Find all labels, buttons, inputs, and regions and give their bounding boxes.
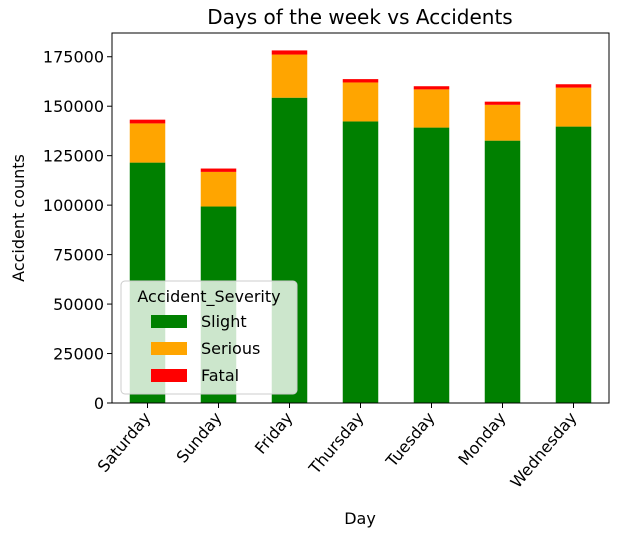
y-tick-label: 150000 <box>43 97 104 116</box>
legend-swatch-slight <box>151 315 187 328</box>
y-axis-label: Accident counts <box>9 154 28 282</box>
bar-fatal-saturday <box>129 119 166 124</box>
x-tick-label: Monday <box>454 408 509 469</box>
bar-serious-thursday <box>342 82 379 122</box>
legend-box <box>120 280 298 395</box>
chart-title: Days of the week vs Accidents <box>207 5 512 29</box>
bar-slight-wednesday <box>555 126 592 404</box>
bar-serious-monday <box>484 104 521 141</box>
bar-fatal-thursday <box>342 79 379 83</box>
bar-serious-wednesday <box>555 87 592 127</box>
y-tick-label: 75000 <box>53 246 104 265</box>
y-tick-label: 25000 <box>53 345 104 364</box>
legend-label-serious: Serious <box>201 339 260 358</box>
y-tick-label: 0 <box>94 394 104 413</box>
x-axis: Saturday Sunday Friday Thursday Tuesday Monda… <box>94 403 581 492</box>
x-axis-label: Day <box>344 509 376 528</box>
bar-fatal-wednesday <box>555 84 592 88</box>
x-tick-label: Thursday <box>305 408 368 478</box>
bar-serious-saturday <box>129 123 166 163</box>
bar-serious-sunday <box>200 171 237 207</box>
y-axis: 0 25000 50000 75000 100000 125000 150000 175000 <box>43 48 112 413</box>
bar-slight-tuesday <box>413 127 450 403</box>
bar-serious-friday <box>271 54 308 98</box>
x-tick-label: Wednesday <box>506 408 580 491</box>
x-tick-label: Friday <box>251 408 297 457</box>
legend-label-fatal: Fatal <box>201 366 239 385</box>
y-tick-label: 50000 <box>53 295 104 314</box>
legend-swatch-serious <box>151 342 187 355</box>
bar-fatal-tuesday <box>413 86 450 90</box>
bar-slight-monday <box>484 140 521 404</box>
legend-title: Accident_Severity <box>137 287 280 307</box>
legend: Accident_Severity Slight Serious Fatal <box>120 280 298 395</box>
y-tick-label: 125000 <box>43 147 104 166</box>
bar-serious-tuesday <box>413 89 450 128</box>
bar-fatal-sunday <box>200 168 237 172</box>
legend-label-slight: Slight <box>201 312 247 331</box>
x-tick-label: Tuesday <box>382 408 439 471</box>
bar-slight-thursday <box>342 121 379 403</box>
y-tick-label: 175000 <box>43 48 104 67</box>
bar-fatal-friday <box>271 50 308 55</box>
bar-fatal-monday <box>484 101 521 105</box>
y-tick-label: 100000 <box>43 196 104 215</box>
x-tick-label: Saturday <box>94 408 155 475</box>
legend-swatch-fatal <box>151 369 187 382</box>
legend-entries: Slight Serious Fatal <box>151 312 260 385</box>
x-tick-label: Sunday <box>173 408 226 466</box>
